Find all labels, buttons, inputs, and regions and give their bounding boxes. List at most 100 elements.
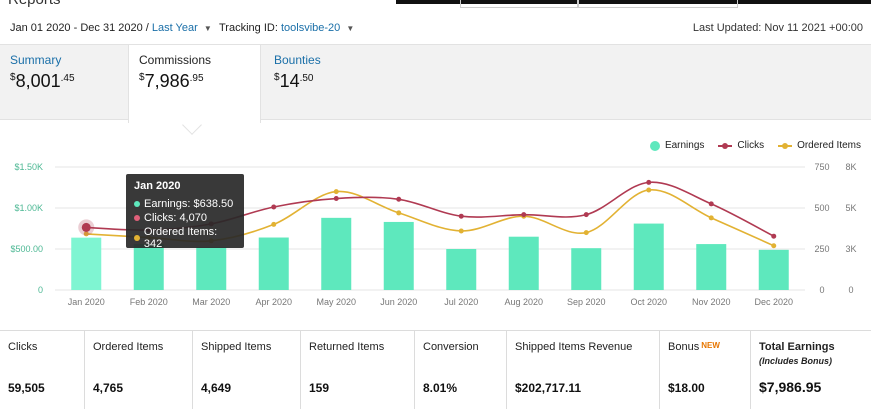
top-tab-box[interactable] xyxy=(460,0,578,8)
top-tab-box[interactable] xyxy=(578,0,738,8)
x-axis-tick: Sep 2020 xyxy=(567,297,606,307)
right-outer-axis-tick: 5K xyxy=(845,203,856,213)
filter-bar: Jan 01 2020 - Dec 31 2020 / Last Year ▼ … xyxy=(0,14,871,44)
tab-label: Summary xyxy=(10,53,62,67)
x-axis-tick: Dec 2020 xyxy=(754,297,793,307)
clicks-point xyxy=(708,201,714,207)
tracking-id-filter[interactable]: Tracking ID: toolsvibe-20 ▼ xyxy=(219,22,354,34)
metric-conversion: Conversion 8.01% xyxy=(415,331,507,409)
metric-shipped-items-revenue: Shipped Items Revenue $202,717.11 xyxy=(507,331,660,409)
tab-commissions[interactable]: Commissions $7,986.95 xyxy=(128,45,261,123)
clicks-point xyxy=(333,196,339,202)
earnings-swatch xyxy=(649,140,660,151)
right-inner-axis-tick: 250 xyxy=(814,244,829,254)
top-black-strip xyxy=(396,0,871,4)
clicks-point xyxy=(583,212,589,218)
value-cents: .50 xyxy=(299,73,314,84)
chart-tooltip: Jan 2020 Earnings: $638.50 Clicks: 4,070… xyxy=(126,174,244,250)
top-bar: Reports xyxy=(0,0,871,8)
ordered-items-dot xyxy=(134,235,140,241)
value-cents: .45 xyxy=(60,73,75,84)
ordered-items-point xyxy=(271,221,277,227)
right-inner-axis-tick: 0 xyxy=(819,285,824,295)
metric-value: $18.00 xyxy=(668,381,705,395)
x-axis-tick: Aug 2020 xyxy=(504,297,543,307)
value-whole: 14 xyxy=(279,71,300,91)
clicks-point xyxy=(771,233,777,239)
right-inner-axis-tick: 500 xyxy=(814,203,829,213)
clicks-point xyxy=(81,222,91,232)
x-axis-tick: Jul 2020 xyxy=(444,297,478,307)
tab-summary[interactable]: Summary $8,001.45 xyxy=(0,45,128,121)
tooltip-row-earnings: Earnings: $638.50 xyxy=(134,198,236,210)
ordered-items-point xyxy=(458,228,464,234)
period-link[interactable]: Last Year xyxy=(151,22,198,34)
legend-label: Ordered Items xyxy=(797,140,861,151)
metric-value: 59,505 xyxy=(8,381,45,395)
tooltip-text: Ordered Items: 342 xyxy=(143,226,218,250)
earnings-bar xyxy=(71,237,102,290)
earnings-bar xyxy=(321,217,352,290)
tooltip-row-clicks: Clicks: 4,070 xyxy=(134,212,236,224)
earnings-bar xyxy=(571,248,602,290)
legend-ordered-items[interactable]: Ordered Items xyxy=(778,140,861,151)
metric-label-text: Bonus xyxy=(668,341,700,353)
metric-label: Total Earnings xyxy=(759,341,835,353)
x-axis-tick: Jun 2020 xyxy=(380,297,417,307)
ordered-items-swatch xyxy=(778,141,793,151)
earnings-bar xyxy=(196,247,227,290)
tab-value: $8,001.45 xyxy=(10,71,118,92)
tab-bounties[interactable]: Bounties $14.50 xyxy=(264,45,394,121)
right-outer-axis-tick: 3K xyxy=(845,244,856,254)
metrics-bar: Clicks 59,505 Ordered Items 4,765 Shippe… xyxy=(0,330,871,409)
metric-value: 4,765 xyxy=(93,381,124,395)
clicks-point xyxy=(521,212,527,218)
right-outer-axis-tick: 8K xyxy=(845,162,856,172)
clicks-point xyxy=(458,213,464,219)
clicks-dot xyxy=(134,215,140,221)
x-axis-tick: Nov 2020 xyxy=(692,297,731,307)
earnings-bar xyxy=(508,236,539,290)
tab-label: Commissions xyxy=(139,53,212,67)
earnings-bar xyxy=(383,221,414,290)
report-tabs: Summary $8,001.45 Commissions $7,986.95 … xyxy=(0,44,871,123)
ordered-items-point xyxy=(708,215,714,221)
metric-label: Shipped Items xyxy=(201,341,272,353)
left-axis-tick: $1.00K xyxy=(14,203,43,213)
right-inner-axis-tick: 750 xyxy=(814,162,829,172)
chart-legend: Earnings Clicks Ordered Items xyxy=(649,140,861,151)
right-outer-axis-tick: 0 xyxy=(848,285,853,295)
x-axis-tick: Mar 2020 xyxy=(192,297,230,307)
tooltip-title: Jan 2020 xyxy=(134,180,181,192)
metric-value: 8.01% xyxy=(423,381,458,395)
chevron-down-icon[interactable]: ▼ xyxy=(346,24,355,33)
ordered-items-point xyxy=(646,187,652,193)
date-range-filter[interactable]: Jan 01 2020 - Dec 31 2020 / Last Year ▼ xyxy=(10,22,212,34)
ordered-items-point xyxy=(333,189,339,195)
new-badge: NEW xyxy=(701,341,720,350)
page-title: Reports xyxy=(8,0,61,8)
x-axis-tick: Jan 2020 xyxy=(68,297,105,307)
left-axis-tick: $500.00 xyxy=(10,244,43,254)
ordered-items-point xyxy=(396,210,402,216)
currency-symbol: $ xyxy=(139,72,145,83)
metric-label: Ordered Items xyxy=(93,341,164,353)
earnings-bar xyxy=(633,223,664,290)
left-axis-tick: $1.50K xyxy=(14,162,43,172)
legend-clicks[interactable]: Clicks xyxy=(718,140,764,151)
earnings-dot xyxy=(134,201,140,207)
metric-value: 159 xyxy=(309,381,330,395)
tooltip-text: Earnings: $638.50 xyxy=(144,198,234,210)
chevron-down-icon[interactable]: ▼ xyxy=(203,24,212,33)
legend-label: Earnings xyxy=(664,140,705,151)
ordered-items-point xyxy=(583,230,589,236)
metric-returned-items: Returned Items 159 xyxy=(301,331,415,409)
earnings-bar xyxy=(258,237,289,290)
ordered-items-point xyxy=(83,231,89,237)
earnings-bar xyxy=(446,249,477,290)
metric-sublabel: (Includes Bonus) xyxy=(759,356,833,366)
date-separator: / xyxy=(145,22,149,34)
tab-label: Bounties xyxy=(274,53,321,67)
legend-earnings[interactable]: Earnings xyxy=(649,140,705,151)
tracking-id-link[interactable]: toolsvibe-20 xyxy=(280,22,341,34)
